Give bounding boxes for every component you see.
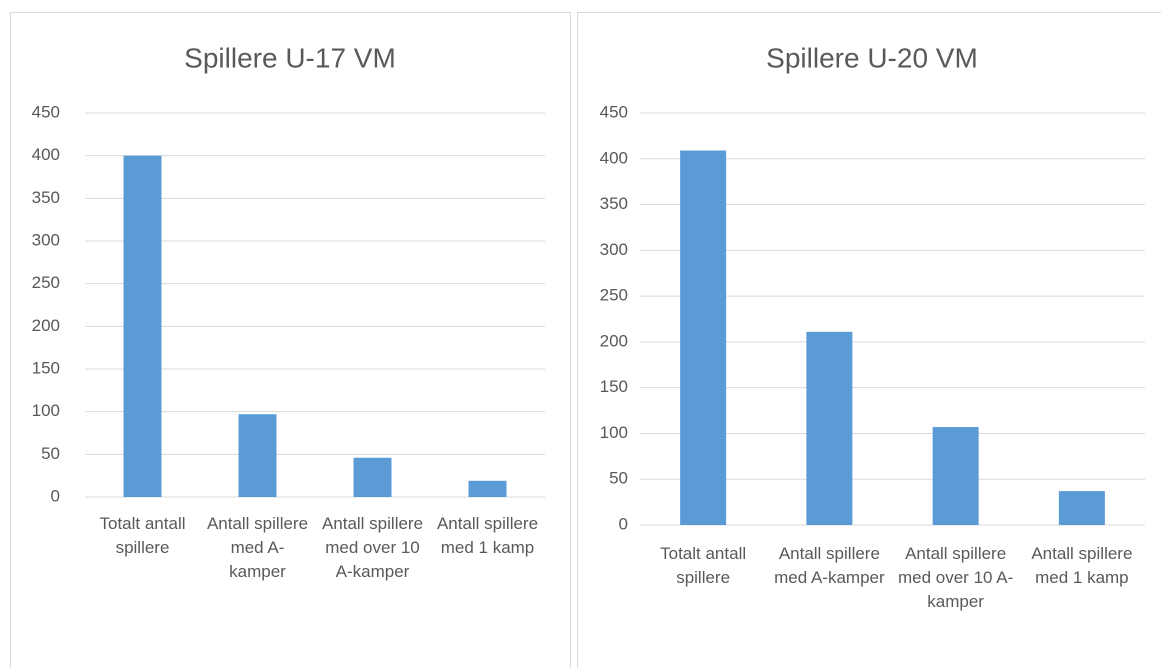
x-tick-label: Antall spillere med A-kamper (774, 544, 885, 587)
chart-panel (10, 12, 571, 668)
y-tick-label: 100 (32, 401, 60, 420)
x-tick-label: Totalt antall spillere (660, 544, 746, 587)
y-tick-label: 200 (600, 331, 628, 350)
y-tick-label: 0 (51, 486, 60, 505)
y-tick-label: 400 (32, 145, 60, 164)
bar (238, 414, 277, 497)
y-tick-label: 50 (609, 469, 628, 488)
bar (806, 331, 853, 525)
y-tick-label: 50 (41, 444, 60, 463)
y-tick-label: 400 (600, 148, 628, 167)
y-tick-label: 150 (32, 358, 60, 377)
x-tick-label: Antall spillere med 1 kamp (437, 514, 538, 557)
y-tick-label: 200 (32, 316, 60, 335)
y-tick-label: 100 (600, 423, 628, 442)
chart-panel (577, 12, 1161, 668)
bar (468, 480, 507, 497)
y-tick-label: 450 (600, 102, 628, 121)
y-tick-label: 300 (32, 230, 60, 249)
x-tick-label: Antall spillere med 1 kamp (1031, 544, 1132, 587)
y-tick-label: 300 (600, 240, 628, 259)
y-tick-label: 0 (619, 514, 628, 533)
bar (680, 150, 727, 525)
x-tick-label: Totalt antall spillere (100, 514, 186, 557)
y-tick-label: 150 (600, 377, 628, 396)
y-tick-label: 250 (32, 273, 60, 292)
bar (123, 155, 162, 497)
x-tick-label: Antall spillere med A-kamper (207, 514, 308, 581)
chart-title: Spillere U-17 VM (184, 42, 396, 73)
bar (353, 457, 392, 497)
y-tick-label: 250 (600, 286, 628, 305)
y-tick-label: 350 (32, 188, 60, 207)
bar (1058, 491, 1105, 525)
x-tick-label: Antall spillere med over 10 A-kamper (322, 514, 423, 581)
y-tick-label: 450 (32, 102, 60, 121)
chart-title: Spillere U-20 VM (766, 42, 978, 73)
x-tick-label: Antall spillere med over 10 A-kamper (898, 544, 1013, 611)
y-tick-label: 350 (600, 194, 628, 213)
bar (932, 427, 979, 525)
